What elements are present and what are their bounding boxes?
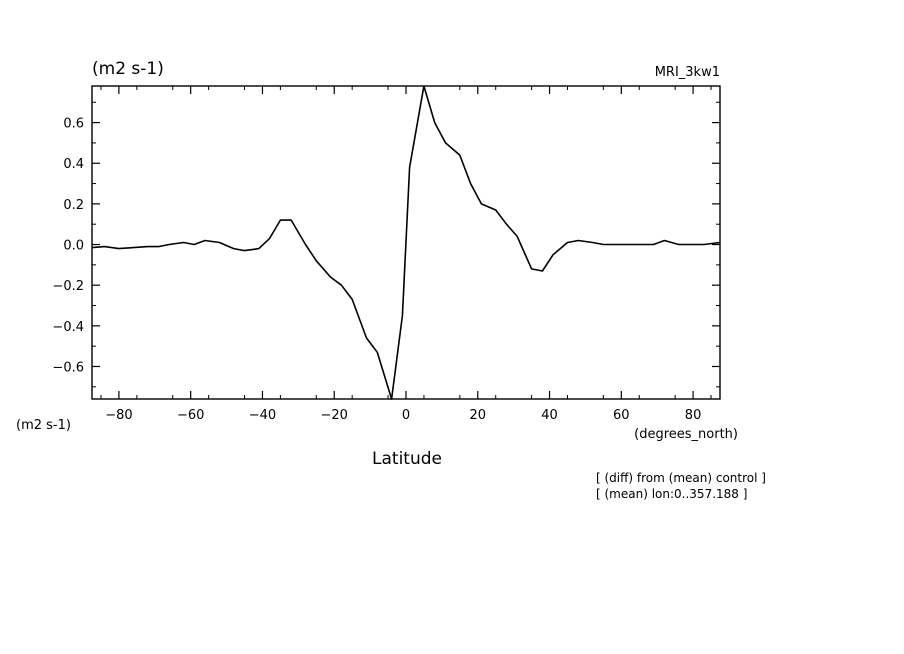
x-tick-label: 60 [613,408,630,423]
y-tick-label: 0.6 [63,117,84,132]
x-tick-label: 0 [402,408,410,423]
y-tick-label: −0.6 [52,360,84,375]
x-tick-label: 20 [469,408,486,423]
y-tick-label: 0.4 [63,157,84,172]
y-tick-label: −0.4 [52,320,84,335]
x-tick-label: −80 [105,408,132,423]
y-tick-label: −0.2 [52,279,84,294]
x-tick-label: 40 [541,408,558,423]
y-axis: −0.6 −0.4 −0.2 0.0 0.2 0.4 0.6 [52,101,720,388]
series-group [91,85,721,400]
model-label: MRI_3kw1 [655,65,720,80]
series-line-0 [91,85,721,400]
y-axis-units-label: (m2 s-1) [16,418,71,433]
x-axis-label: Latitude [372,449,442,469]
x-axis: −80 −60 −40 −20 0 20 40 60 80 [100,86,712,423]
y-tick-label: 0.2 [63,198,84,213]
units-label: (m2 s-1) [92,59,164,79]
x-tick-label: −40 [249,408,276,423]
note-line-1: [ (diff) from (mean) control ] [596,471,766,485]
x-tick-label: −20 [321,408,348,423]
y-tick-label: 0.0 [63,239,84,254]
x-axis-units-label: (degrees_north) [634,427,738,442]
x-tick-label: −60 [177,408,204,423]
x-tick-label: 80 [685,408,702,423]
note-line-2: [ (mean) lon:0..357.188 ] [596,487,747,501]
